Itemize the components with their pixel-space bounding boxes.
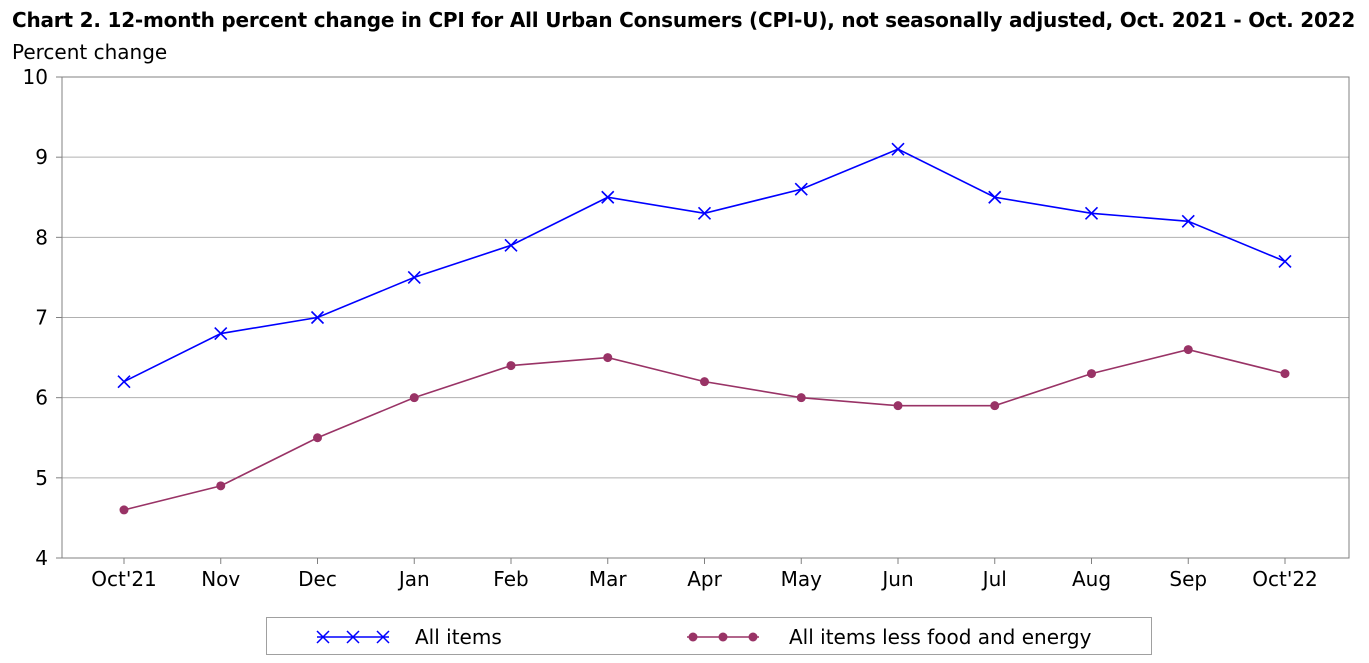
y-tick-label: 9 [35,145,48,169]
x-tick-label: Jun [880,567,913,591]
y-tick-label: 5 [35,466,48,490]
y-axis-label: Percent change [12,40,168,64]
series-line [123,148,1286,383]
x-tick-label: Dec [298,567,337,591]
y-tick-label: 7 [35,306,48,330]
data-point [700,377,709,387]
data-point [504,238,518,252]
series-line [123,348,1286,511]
series-0 [117,142,1292,389]
data-point [601,190,615,204]
data-point [506,361,516,371]
chart-title: Chart 2. 12-month percent change in CPI … [12,8,1356,32]
legend-label-core: All items less food and energy [789,625,1092,649]
x-tick-label: Sep [1169,567,1207,591]
data-point [1181,214,1195,228]
data-point [891,142,905,156]
data-point [990,401,1000,411]
data-point [119,505,129,515]
data-point [1084,206,1099,220]
x-tick-label: May [781,567,823,591]
x-tick-label: Jan [397,567,430,591]
y-axis-ticks: 4 5 6 7 8 9 10 [23,65,62,570]
y-tick-label: 4 [35,546,48,570]
x-tick-label: Mar [589,567,628,591]
x-axis-ticks: Oct'21 Nov Dec Jan Feb Mar Apr May Jun Jul Aug Sep O… [91,558,1318,591]
data-point [1183,345,1193,355]
data-point [117,375,131,389]
x-tick-label: Oct'21 [91,567,157,591]
data-point [796,393,806,403]
x-tick-label: Aug [1072,567,1111,591]
data-point [409,393,419,403]
x-tick-label: Jul [981,567,1007,591]
y-tick-label: 10 [23,65,48,89]
legend-symbol-all-items [316,630,390,644]
data-point [794,182,808,196]
data-point [407,270,421,284]
series-1 [119,345,1290,515]
data-point [214,326,228,341]
gridlines [62,156,1349,479]
x-tick-label: Oct'22 [1252,567,1318,591]
series-lines [117,142,1292,515]
data-point [1087,369,1096,379]
legend-label-all-items: All items [415,625,502,649]
data-point [216,481,226,491]
data-point [313,433,322,443]
legend-symbol-core [687,632,759,642]
data-point [893,401,903,411]
x-tick-label: Feb [493,567,528,591]
legend: All items All items less food and energy [266,617,1152,655]
y-tick-label: 8 [35,225,48,249]
data-point [310,310,325,325]
data-point [988,190,1002,204]
data-point [603,353,613,363]
x-tick-label: Apr [687,567,722,591]
x-tick-label: Nov [201,567,240,591]
y-tick-label: 6 [35,386,48,410]
data-point [1278,254,1292,268]
data-point [1280,369,1290,379]
data-point [697,206,712,220]
